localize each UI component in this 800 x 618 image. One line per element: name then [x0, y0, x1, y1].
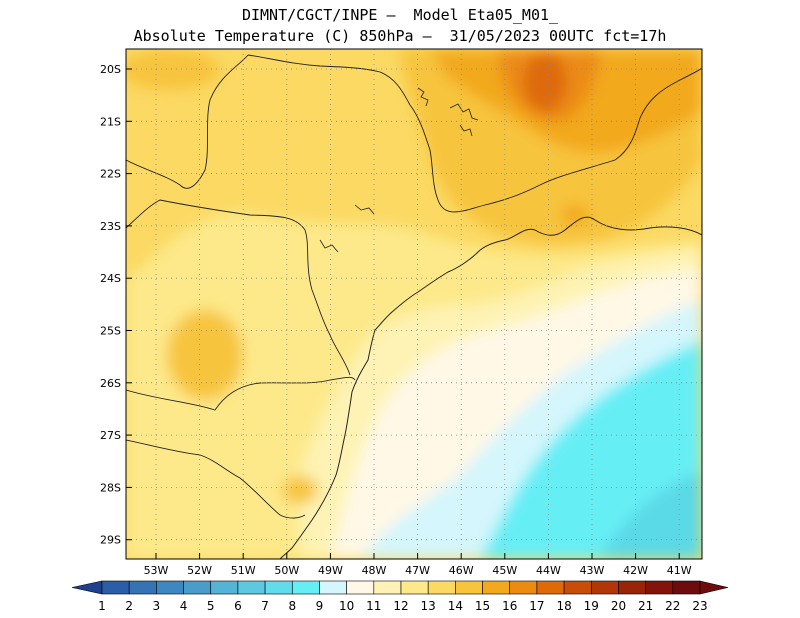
lat-label: 27S [100, 429, 121, 442]
colorbar-swatch [563, 580, 592, 595]
coastline [279, 216, 702, 559]
lat-label: 20S [100, 63, 121, 76]
map-title: DIMNT/CGCT/INPE – Model Eta05_M01_ [241, 6, 559, 24]
colorbar-swatch [101, 580, 130, 595]
colorbar-arrow-left [71, 580, 103, 595]
colorbar: 1 2 3 4 5 6 7 8 9 10 11 12 13 14 15 16 17 18 19 20 21 22 23 [71, 580, 729, 613]
colorbar-swatch [536, 580, 565, 595]
colorbar-label: 3 [153, 599, 161, 613]
lon-label: 46W [449, 564, 474, 577]
field-15-west [167, 310, 243, 400]
colorbar-swatch [645, 580, 674, 595]
colorbar-label: 10 [339, 599, 354, 613]
lat-label: 24S [100, 272, 121, 285]
colorbar-label: 20 [611, 599, 626, 613]
colorbar-label: 18 [556, 599, 571, 613]
colorbar-swatch [618, 580, 646, 595]
colorbar-label: 5 [207, 599, 215, 613]
lon-label: 49W [318, 564, 343, 577]
colorbar-swatch [509, 580, 538, 595]
lat-label: 25S [100, 325, 121, 338]
colorbar-swatch [672, 580, 701, 595]
colorbar-label: 13 [421, 599, 436, 613]
map-frame [125, 48, 703, 560]
field-16-coast [560, 205, 590, 225]
latitude-labels: 20S 21S 22S 23S 24S 25S 26S 27S 28S 29S [100, 63, 132, 547]
colorbar-swatch [210, 580, 239, 595]
colorbar-label: 15 [475, 599, 490, 613]
colorbar-label: 21 [638, 599, 653, 613]
lon-label: 42W [623, 564, 648, 577]
colorbar-label: 12 [393, 599, 408, 613]
colorbar-label: 8 [288, 599, 296, 613]
colorbar-label: 1 [98, 599, 106, 613]
state-borders [126, 54, 702, 519]
lon-label: 45W [492, 564, 517, 577]
lat-label: 22S [100, 168, 121, 181]
longitude-labels: 53W 52W 51W 50W 49W 48W 47W 46W 45W 44W 43W 42W 41W [144, 553, 692, 577]
colorbar-swatch [319, 580, 347, 595]
field-15-nw [126, 50, 220, 90]
lon-label: 47W [405, 564, 430, 577]
lon-label: 44W [536, 564, 561, 577]
lat-label: 29S [100, 534, 121, 547]
colorbar-label: 23 [692, 599, 707, 613]
colorbar-label: 19 [584, 599, 599, 613]
colorbar-swatch [346, 580, 375, 595]
lon-label: 53W [144, 564, 169, 577]
lon-label: 41W [667, 564, 692, 577]
colorbar-swatch [373, 580, 402, 595]
colorbar-label: 11 [366, 599, 381, 613]
lat-label: 28S [100, 481, 121, 494]
colorbar-swatch [482, 580, 511, 595]
colorbar-swatch [183, 580, 212, 595]
graticule [126, 49, 702, 559]
colorbar-swatch [237, 580, 266, 595]
lat-label: 23S [100, 220, 121, 233]
colorbar-swatch [427, 580, 456, 595]
colorbar-swatch [400, 580, 429, 595]
colorbar-label: 4 [180, 599, 188, 613]
colorbar-swatch [590, 580, 619, 595]
lon-label: 43W [580, 564, 605, 577]
field-15-south [282, 476, 318, 504]
colorbar-arrow-right [699, 580, 729, 595]
colorbar-label: 17 [529, 599, 544, 613]
colorbar-swatch [455, 580, 483, 595]
temperature-field [126, 49, 702, 559]
colorbar-swatch [264, 580, 293, 595]
lon-label: 51W [231, 564, 256, 577]
colorbar-label: 2 [125, 599, 133, 613]
colorbar-label: 6 [234, 599, 242, 613]
lon-label: 52W [187, 564, 212, 577]
colorbar-label: 14 [448, 599, 463, 613]
colorbar-label: 22 [665, 599, 680, 613]
colorbar-label: 16 [502, 599, 517, 613]
colorbar-swatch [128, 580, 157, 595]
lat-label: 26S [100, 377, 121, 390]
colorbar-label: 9 [316, 599, 324, 613]
reservoirs [319, 87, 479, 253]
lat-label: 21S [100, 115, 121, 128]
colorbar-label: 7 [261, 599, 269, 613]
colorbar-swatch [291, 580, 320, 595]
lon-label: 48W [362, 564, 387, 577]
lon-label: 50W [274, 564, 299, 577]
field-18-core [523, 52, 567, 112]
map-subtitle: Absolute Temperature (C) 850hPa – 31/05/… [133, 27, 667, 45]
field-8-band [600, 472, 702, 559]
colorbar-swatch [156, 580, 184, 595]
